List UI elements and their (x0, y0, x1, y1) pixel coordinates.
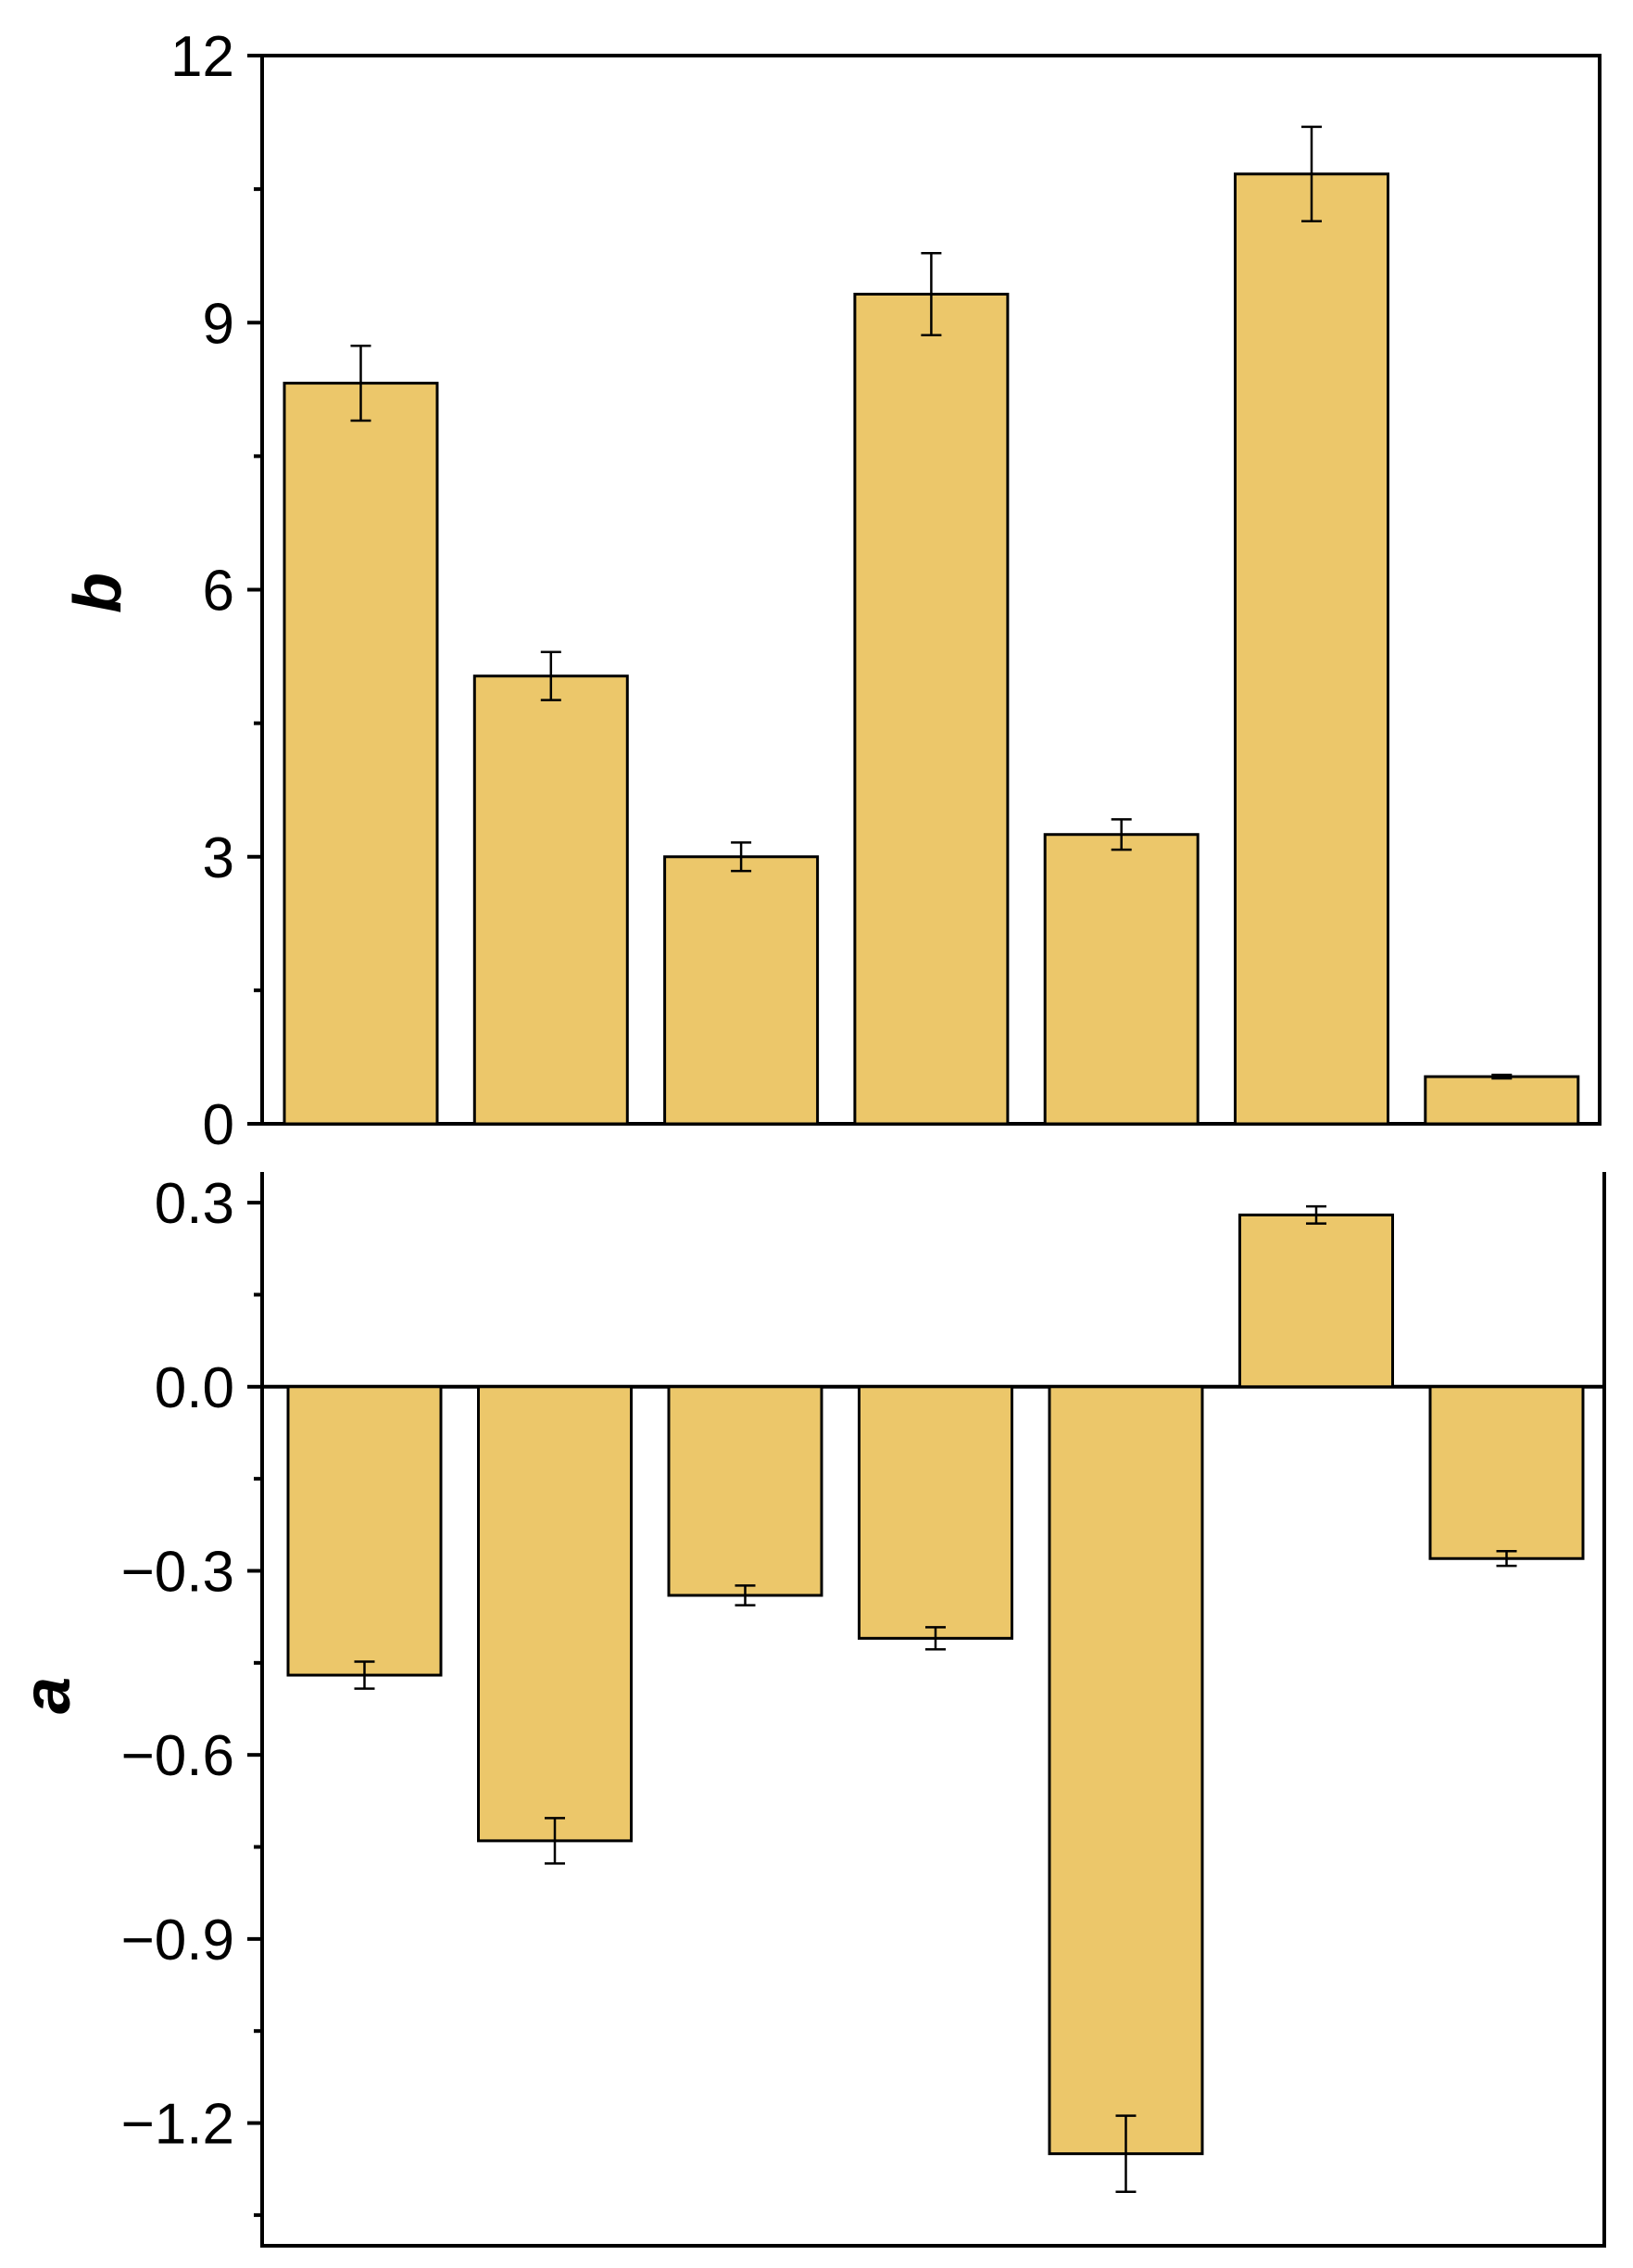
y-axis-title-b: b (61, 573, 135, 613)
y-tick-label: 9 (203, 292, 234, 356)
y-tick-label: 0 (203, 1093, 234, 1157)
y-tick-label: 6 (203, 560, 234, 624)
y-tick-label: −0.6 (121, 1724, 234, 1788)
bar (286, 1385, 443, 1677)
bar (1043, 833, 1200, 1126)
bar (1424, 1075, 1580, 1126)
panel-a: a 0.3 0.0 −0.3 −0.6 −0.9 −1.2 (10, 1172, 1606, 2248)
panel-b: b 0 3 6 9 12 (61, 25, 1602, 1157)
y-tick-label: 0.3 (155, 1172, 234, 1236)
y-tick-label: 12 (170, 25, 234, 89)
bar (1234, 172, 1389, 1126)
y-tick-label: 3 (203, 826, 234, 890)
bar (1428, 1385, 1585, 1560)
plot-frame (260, 1172, 1606, 2248)
bar (472, 674, 629, 1126)
y-tick-label: −1.2 (121, 2093, 234, 2157)
bar (1238, 1213, 1394, 1389)
y-axis-title-a: a (10, 1677, 84, 1714)
bar (283, 382, 439, 1126)
bar (663, 855, 820, 1126)
y-tick-label: 0.0 (155, 1356, 234, 1420)
bar (1048, 1385, 1204, 2156)
y-tick-label: −0.3 (121, 1540, 234, 1604)
bar (858, 1385, 1013, 1640)
y-tick-label: −0.9 (121, 1909, 234, 1972)
bar (477, 1385, 633, 1843)
bar (667, 1385, 823, 1597)
bar (853, 293, 1010, 1126)
